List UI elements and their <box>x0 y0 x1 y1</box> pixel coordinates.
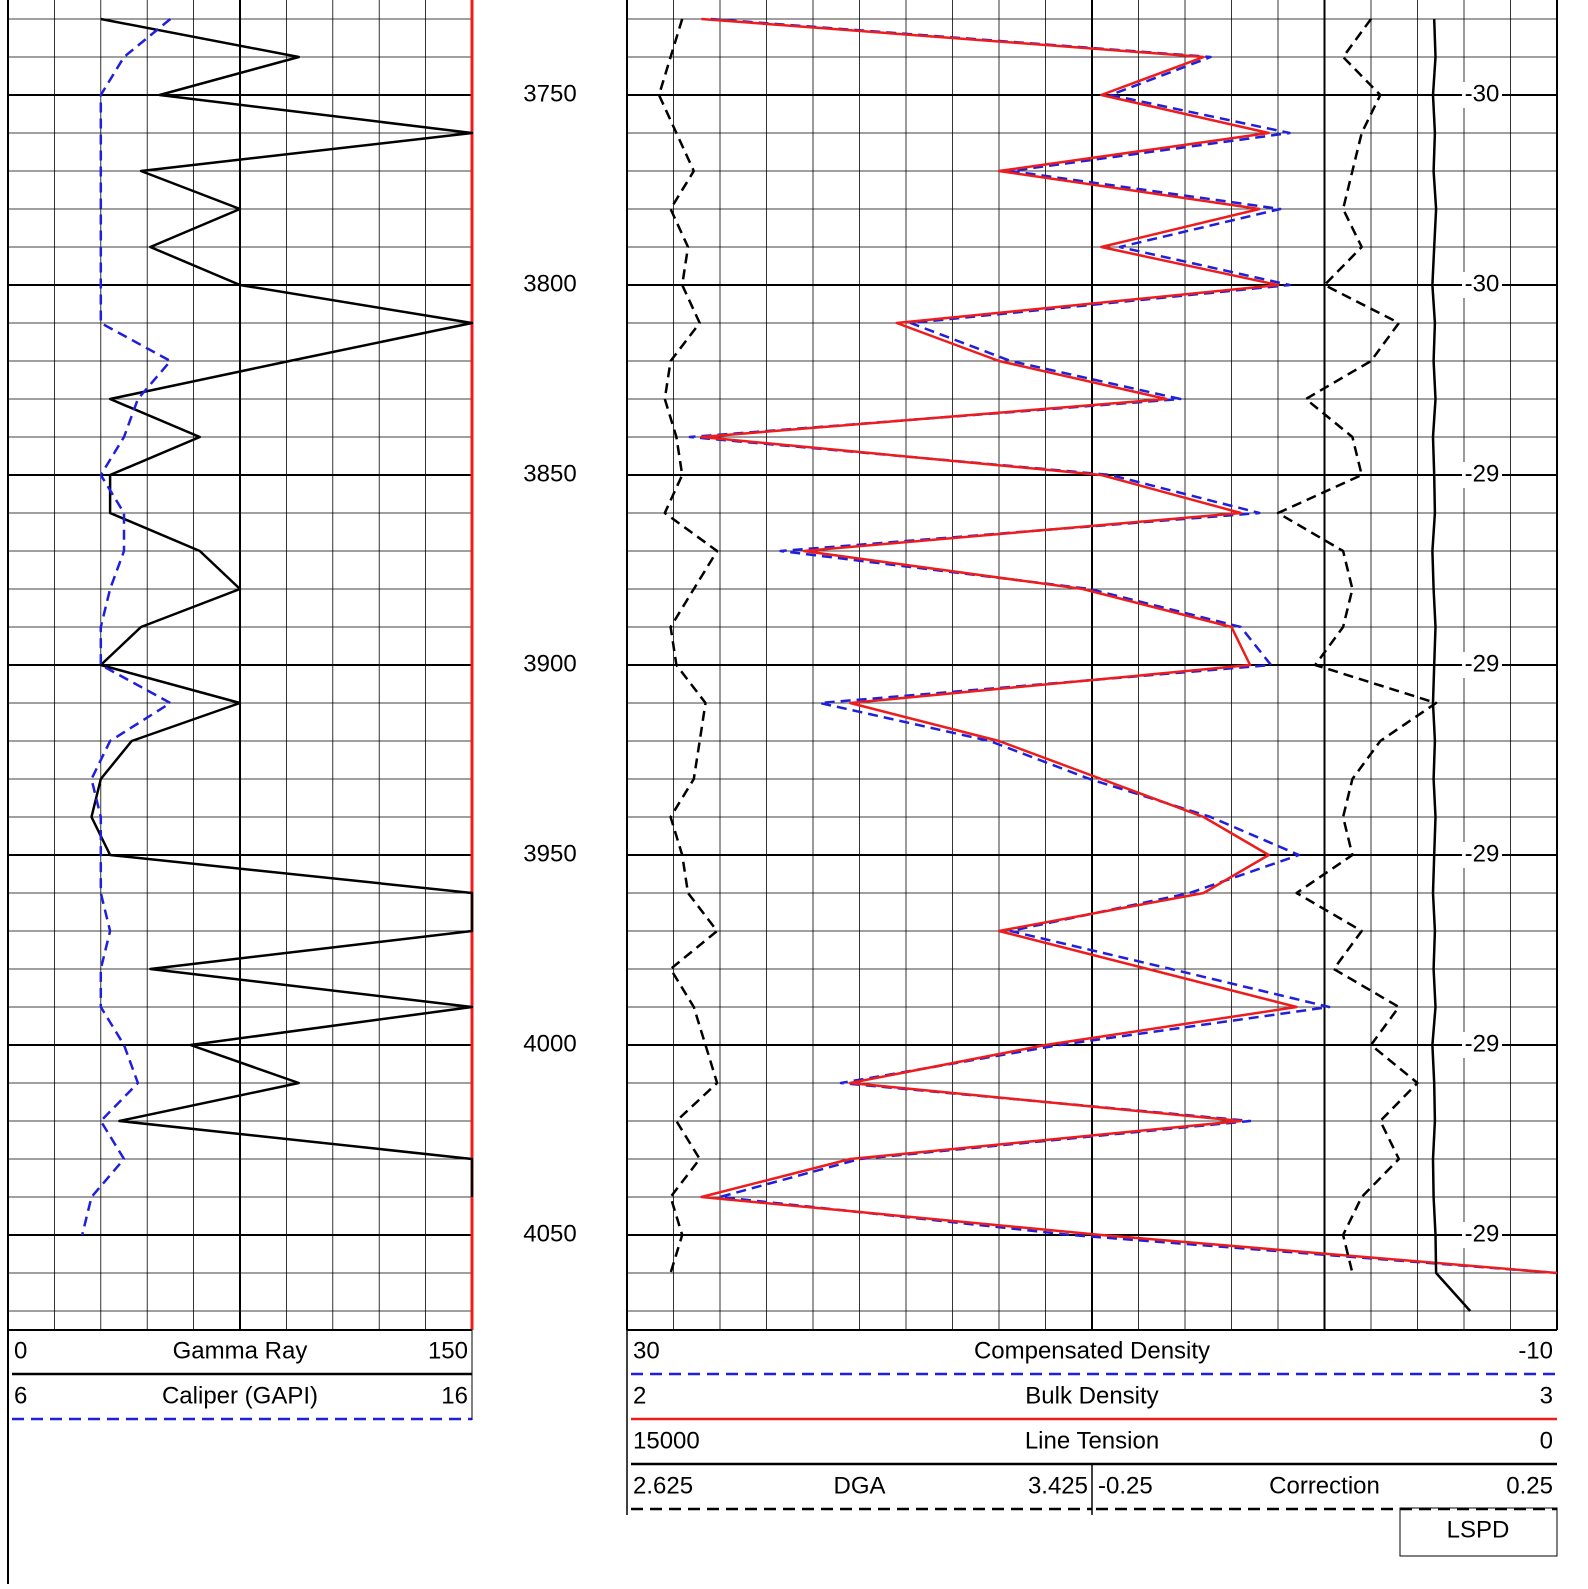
curve <box>90 17 474 1197</box>
annotation: -30 <box>1465 80 1500 107</box>
scale-min: 2 <box>633 1382 646 1409</box>
curve <box>657 18 719 1274</box>
annotation: -29 <box>1465 460 1500 487</box>
curve-name: Correction <box>1269 1472 1380 1499</box>
lspd-label: LSPD <box>1447 1516 1510 1543</box>
curve <box>80 18 172 1236</box>
scale-max: 16 <box>441 1382 468 1409</box>
depth-label: 3900 <box>523 650 576 677</box>
scale-min: 0 <box>14 1337 27 1364</box>
annotation-bg <box>1462 462 1502 488</box>
scale-max: -10 <box>1518 1337 1553 1364</box>
curve-name: Caliper (GAPI) <box>162 1382 318 1409</box>
curve <box>1431 18 1472 1312</box>
depth-label: 3750 <box>523 80 576 107</box>
scale-min: 30 <box>633 1337 660 1364</box>
curve-name: Line Tension <box>1025 1427 1159 1454</box>
scale-max: 0 <box>1540 1427 1553 1454</box>
curve <box>700 17 1558 1275</box>
lspd-box <box>1399 1507 1558 1557</box>
annotation: -29 <box>1465 840 1500 867</box>
annotation: -29 <box>1465 650 1500 677</box>
curve <box>1276 18 1438 1274</box>
scale-max: 3 <box>1540 1382 1553 1409</box>
scale-min: 2.625 <box>633 1472 693 1499</box>
annotation-bg <box>1462 1222 1502 1248</box>
depth-label: 3950 <box>523 840 576 867</box>
scale-max: 0.25 <box>1506 1472 1553 1499</box>
annotation: -29 <box>1465 1220 1500 1247</box>
annotation-bg <box>1462 1032 1502 1058</box>
curve-name: Bulk Density <box>1025 1382 1158 1409</box>
depth-label: 3800 <box>523 270 576 297</box>
scale-max: 150 <box>428 1337 468 1364</box>
annotation-bg <box>1462 82 1502 108</box>
annotation-bg <box>1462 842 1502 868</box>
depth-label: 3850 <box>523 460 576 487</box>
depth-label: 4000 <box>523 1030 576 1057</box>
scale-min: 6 <box>14 1382 27 1409</box>
annotation: -30 <box>1465 270 1500 297</box>
scale-min: 15000 <box>633 1427 700 1454</box>
annotation-bg <box>1462 272 1502 298</box>
annotation: -29 <box>1465 1030 1500 1057</box>
scale-max: 3.425 <box>1028 1472 1088 1499</box>
curve-name: DGA <box>833 1472 885 1499</box>
scale-min: -0.25 <box>1098 1472 1153 1499</box>
curve-name: Gamma Ray <box>173 1337 308 1364</box>
curve-name: Compensated Density <box>974 1337 1210 1364</box>
annotation-bg <box>1462 652 1502 678</box>
depth-label: 4050 <box>523 1220 576 1247</box>
